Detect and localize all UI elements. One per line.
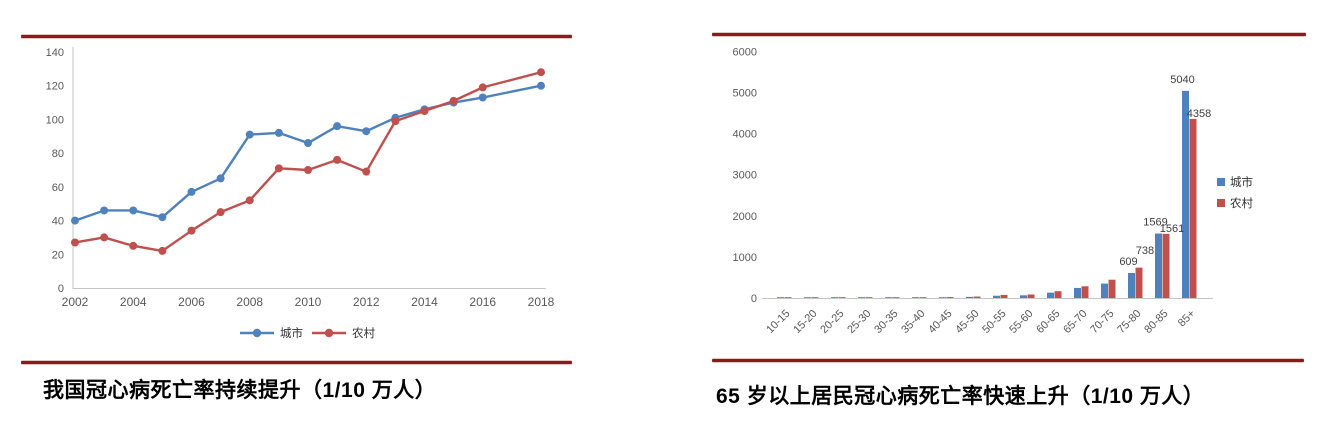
right-top-rule <box>712 33 1306 36</box>
svg-text:55-60: 55-60 <box>1007 308 1035 336</box>
svg-text:1561: 1561 <box>1160 223 1184 235</box>
svg-text:2010: 2010 <box>295 295 322 309</box>
svg-text:5040: 5040 <box>1170 74 1194 86</box>
svg-text:100: 100 <box>46 114 64 126</box>
svg-text:10-15: 10-15 <box>764 308 792 336</box>
line-chart-axes: 0 20 40 60 80 100 120 140 2002 2004 2006 2008 2010 20… <box>46 47 555 309</box>
svg-text:5000: 5000 <box>733 88 757 100</box>
svg-text:60: 60 <box>52 182 64 194</box>
left-bottom-rule <box>21 361 572 364</box>
svg-text:城市: 城市 <box>280 326 303 340</box>
svg-text:2018: 2018 <box>528 295 555 309</box>
left-chart-title: 我国冠心病死亡率持续提升（1/10 万人） <box>43 379 437 402</box>
svg-text:4358: 4358 <box>1187 108 1211 120</box>
left-top-rule <box>21 35 572 38</box>
svg-text:农村: 农村 <box>1230 196 1253 210</box>
svg-text:2012: 2012 <box>353 295 380 309</box>
svg-text:3000: 3000 <box>733 170 757 182</box>
bar-series-农村 <box>784 118 1197 298</box>
svg-text:120: 120 <box>46 81 64 93</box>
svg-text:30-35: 30-35 <box>872 308 900 336</box>
svg-text:80: 80 <box>52 148 64 160</box>
svg-text:70-75: 70-75 <box>1088 308 1116 336</box>
svg-text:50-55: 50-55 <box>980 308 1008 336</box>
svg-text:2006: 2006 <box>178 295 205 309</box>
svg-text:2000: 2000 <box>733 211 757 223</box>
svg-text:45-50: 45-50 <box>953 308 981 336</box>
right-chart-title: 65 岁以上居民冠心病死亡率快速上升（1/10 万人） <box>716 385 1205 408</box>
svg-text:城市: 城市 <box>1230 175 1253 189</box>
svg-text:20-25: 20-25 <box>818 308 846 336</box>
svg-text:2004: 2004 <box>120 295 147 309</box>
svg-text:2016: 2016 <box>469 295 496 309</box>
svg-text:80-85: 80-85 <box>1142 308 1170 336</box>
svg-text:1569: 1569 <box>1143 217 1167 229</box>
svg-text:0: 0 <box>58 283 64 295</box>
bar-series-城市 <box>777 90 1189 298</box>
svg-text:35-40: 35-40 <box>899 308 927 336</box>
svg-text:2008: 2008 <box>236 295 263 309</box>
svg-text:75-80: 75-80 <box>1115 308 1143 336</box>
svg-text:4000: 4000 <box>733 129 757 141</box>
svg-text:85+: 85+ <box>1176 308 1198 330</box>
svg-text:农村: 农村 <box>352 326 375 340</box>
svg-text:40-45: 40-45 <box>926 308 954 336</box>
svg-text:2002: 2002 <box>62 295 89 309</box>
svg-text:40: 40 <box>52 216 64 228</box>
svg-text:0: 0 <box>751 293 757 305</box>
svg-text:140: 140 <box>46 47 64 59</box>
svg-text:20: 20 <box>52 249 64 261</box>
svg-text:1000: 1000 <box>733 252 757 264</box>
right-bottom-rule <box>712 359 1304 362</box>
svg-text:15-20: 15-20 <box>791 308 819 336</box>
bar-chart-svg: 0 1000 2000 3000 4000 5000 6000 10-1515-2020-25… <box>733 46 1254 336</box>
svg-text:609: 609 <box>1119 256 1137 268</box>
line-chart-svg: 0 20 40 60 80 100 120 140 2002 2004 2006 2008 2010 20… <box>46 47 555 340</box>
svg-text:25-30: 25-30 <box>845 308 873 336</box>
svg-text:60-65: 60-65 <box>1034 308 1062 336</box>
svg-text:738: 738 <box>1136 245 1154 257</box>
svg-text:65-70: 65-70 <box>1061 308 1089 336</box>
svg-text:2014: 2014 <box>411 295 438 309</box>
line-chart-legend: 城市 农村 <box>240 326 375 340</box>
svg-text:6000: 6000 <box>733 46 757 58</box>
line-series-农村 <box>71 68 545 255</box>
